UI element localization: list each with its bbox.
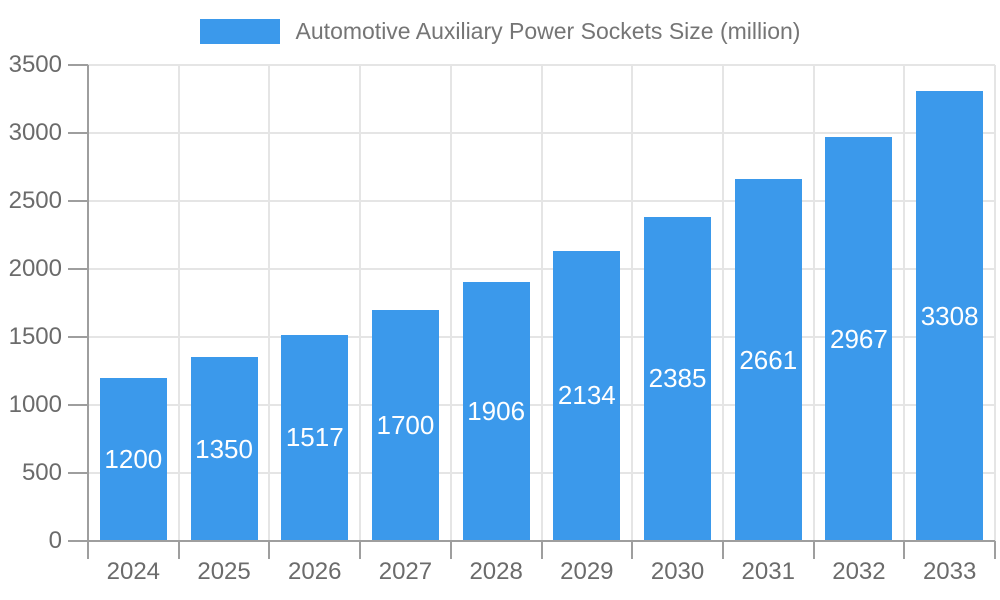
- x-axis-tick: [87, 541, 89, 559]
- x-gridline: [994, 65, 996, 541]
- x-tick-label: 2030: [650, 558, 705, 585]
- x-axis-tick: [631, 541, 634, 559]
- y-axis-tick: [68, 404, 88, 406]
- x-gridline: [449, 65, 452, 541]
- x-gridline: [721, 65, 724, 541]
- y-tick-label: 1500: [8, 323, 62, 350]
- bar-value-label: 1350: [195, 433, 253, 464]
- y-tick-label: 0: [48, 527, 62, 554]
- bar-value-label: 2967: [830, 323, 888, 354]
- y-axis-tick: [68, 200, 88, 202]
- bar-value-label: 3308: [920, 300, 979, 331]
- legend-label: Automotive Auxiliary Power Sockets Size …: [295, 18, 801, 44]
- bar: 3308: [916, 91, 984, 541]
- x-gridline: [631, 65, 634, 541]
- bar: 1700: [371, 309, 439, 541]
- y-tick-label: 2000: [8, 255, 62, 282]
- x-tick-label: 2033: [922, 558, 977, 585]
- x-axis-tick: [359, 541, 362, 559]
- y-tick-label: 500: [21, 459, 62, 486]
- y-axis-tick: [68, 64, 88, 66]
- y-axis-tick: [68, 472, 88, 474]
- x-gridline: [177, 65, 180, 541]
- x-gridline: [903, 65, 906, 541]
- x-tick-label: 2025: [197, 558, 251, 585]
- bar: 2661: [734, 179, 802, 541]
- y-axis-tick: [68, 268, 88, 270]
- y-tick-label: 3500: [8, 51, 62, 78]
- bar-value-label: 2385: [648, 363, 707, 394]
- y-axis-tick: [68, 540, 88, 542]
- y-tick-label: 1000: [8, 391, 62, 418]
- x-gridline: [540, 65, 543, 541]
- x-tick-label: 2029: [560, 558, 614, 585]
- bar: 2967: [825, 137, 893, 541]
- x-gridline: [359, 65, 362, 541]
- bar-value-label: 1517: [285, 422, 344, 453]
- x-axis-tick: [268, 541, 271, 559]
- x-axis-tick: [812, 541, 815, 559]
- bar-value-label: 2661: [739, 344, 798, 375]
- bar: 1906: [462, 281, 530, 541]
- y-tick-label: 3000: [8, 119, 62, 146]
- y-axis-tick: [68, 132, 88, 134]
- x-axis-tick: [903, 541, 906, 559]
- bar-value-label: 1700: [376, 409, 435, 440]
- bar: 2385: [644, 216, 712, 541]
- x-tick-label: 2031: [741, 558, 795, 585]
- x-tick-label: 2026: [288, 558, 342, 585]
- y-tick-label: 2500: [8, 187, 62, 214]
- y-axis-tick: [68, 336, 88, 338]
- legend-swatch: [199, 18, 280, 44]
- bar: 1350: [190, 357, 258, 541]
- bar: 1517: [281, 334, 349, 541]
- x-axis-tick: [449, 541, 452, 559]
- bar: 2134: [553, 250, 621, 541]
- y-axis-line: [87, 65, 89, 541]
- x-axis-tick: [177, 541, 180, 559]
- x-gridline: [268, 65, 271, 541]
- x-axis-tick: [721, 541, 724, 559]
- x-tick-label: 2024: [106, 558, 161, 585]
- x-axis-line: [88, 540, 995, 542]
- bar: 1200: [99, 377, 167, 541]
- x-tick-label: 2028: [469, 558, 523, 585]
- bar-value-label: 1200: [104, 443, 163, 474]
- bar-value-label: 2134: [557, 380, 616, 411]
- x-tick-label: 2027: [378, 558, 433, 585]
- x-gridline: [812, 65, 815, 541]
- x-axis-tick: [540, 541, 543, 559]
- x-tick-label: 2032: [832, 558, 886, 585]
- legend: Automotive Auxiliary Power Sockets Size …: [0, 12, 1000, 50]
- bar-value-label: 1906: [467, 395, 526, 426]
- x-axis-tick: [994, 541, 996, 559]
